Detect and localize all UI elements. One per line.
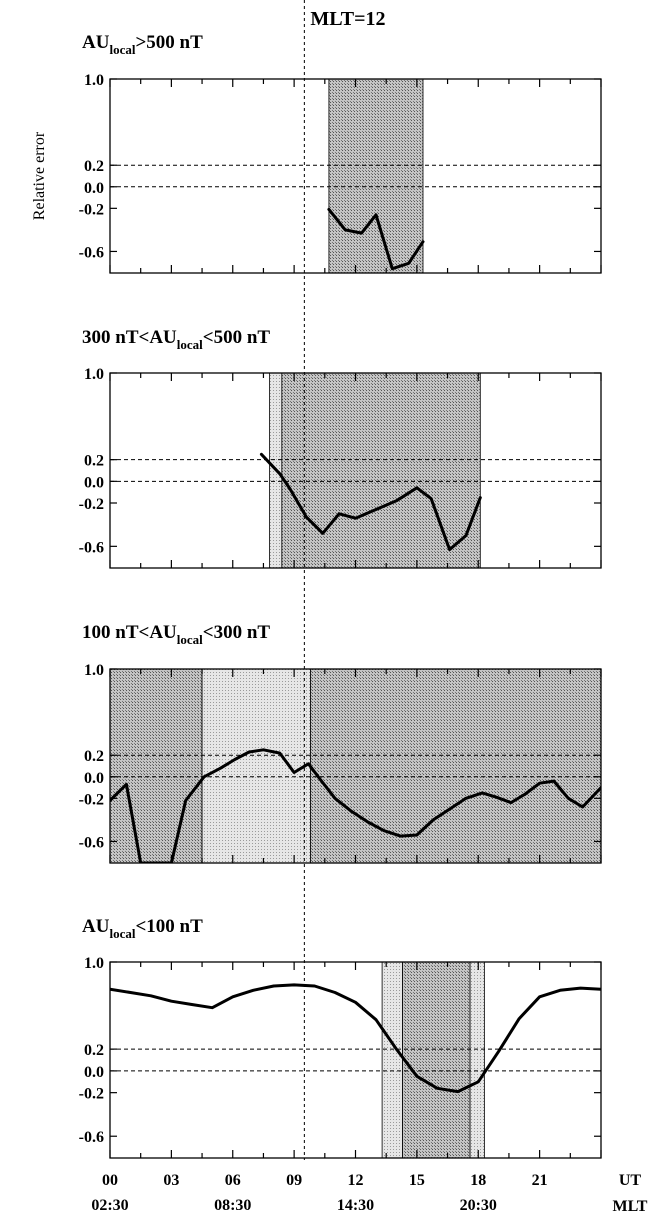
shaded-band-light: [381, 961, 403, 1159]
y-tick-label: 0.0: [84, 180, 104, 197]
panel-title-subscript: local: [109, 926, 135, 941]
ut-tick-label: 09: [286, 1172, 302, 1189]
shaded-band-dark: [328, 78, 424, 274]
ut-tick-label: 00: [102, 1172, 118, 1189]
y-tick-label: 0.2: [84, 748, 104, 765]
y-tick-label: 1.0: [84, 955, 104, 972]
y-tick-label: 0.2: [84, 1042, 104, 1059]
mlt-tick-label: 02:30: [91, 1197, 128, 1214]
ut-axis-label: UT: [619, 1172, 642, 1189]
y-tick-label: 0.0: [84, 770, 104, 787]
shaded-band-light: [469, 961, 485, 1159]
y-tick-label: 1.0: [84, 72, 104, 89]
panel-3: 100 nT<AUlocal<300 nT 1.0 0.2 0.0 -0.2 -0.6: [79, 622, 602, 864]
y-tick-label: 1.0: [84, 366, 104, 383]
y-tick-label: -0.2: [79, 201, 104, 218]
panel-title-post: <300 nT: [203, 622, 271, 643]
y-tick-label: 0.0: [84, 1064, 104, 1081]
mlt-tick-label: 08:30: [214, 1197, 251, 1214]
panel-title-subscript: local: [177, 337, 203, 352]
series-line: [110, 983, 601, 1094]
ut-tick-label: 12: [348, 1172, 364, 1189]
series-line: [259, 452, 482, 552]
panel-4: AUlocal<100 nT 1.0 0.2 0.0 -0.2 -0.6: [79, 916, 602, 1159]
panel-title: 100 nT<AUlocal<300 nT: [82, 622, 270, 647]
ut-tick-label: 03: [163, 1172, 179, 1189]
x-axis-tick-labels: 00 03 06 09 12 15 18 21 02:30 08:30 14:30 20:30: [91, 1172, 547, 1214]
y-axis-label: Relative error: [31, 131, 48, 220]
panel-2: 300 nT<AUlocal<500 nT 1.0 0.2 0.0 -0.2 -0.6: [79, 327, 602, 569]
panel-title-subscript: local: [109, 42, 135, 57]
y-tick-label: 0.0: [84, 474, 104, 491]
panel-title-pre: 300 nT<AU: [82, 327, 177, 348]
panel-title-pre: 100 nT<AU: [82, 622, 177, 643]
mlt-12-marker-label: MLT=12: [310, 8, 385, 30]
panel-title-post: <100 nT: [135, 916, 203, 937]
ut-tick-label: 06: [225, 1172, 241, 1189]
panel-1: AUlocal>500 nT 1.0 0.2 0.0 -0.2 -0.6: [79, 32, 602, 274]
panel-title: AUlocal<100 nT: [82, 916, 203, 941]
y-tick-label: -0.2: [79, 791, 104, 808]
y-tick-label: -0.6: [79, 834, 104, 851]
y-tick-label: -0.2: [79, 496, 104, 513]
y-tick-label: -0.6: [79, 1129, 104, 1146]
panel-title-pre: AU: [82, 916, 110, 937]
panel-title-post: >500 nT: [135, 32, 203, 53]
shaded-band-dark: [281, 372, 481, 569]
shaded-band-light: [201, 668, 311, 864]
plot-frame: [109, 961, 602, 1159]
y-tick-label: 0.2: [84, 158, 104, 175]
mlt-tick-label: 14:30: [337, 1197, 374, 1214]
series-line: [110, 748, 601, 863]
panel-title: AUlocal>500 nT: [82, 32, 203, 57]
mlt-axis-label: MLT: [613, 1198, 648, 1215]
panel-title-post: <500 nT: [203, 327, 271, 348]
panel-title-subscript: local: [177, 632, 203, 647]
panel-title: 300 nT<AUlocal<500 nT: [82, 327, 270, 352]
y-tick-label: 0.2: [84, 453, 104, 470]
series-line: [327, 207, 425, 271]
y-tick-label: -0.6: [79, 539, 104, 556]
mlt-tick-label: 20:30: [460, 1197, 497, 1214]
shaded-band-dark: [310, 668, 602, 864]
y-tick-label: -0.2: [79, 1086, 104, 1103]
y-tick-label: -0.6: [79, 244, 104, 261]
y-tick-label: 1.0: [84, 662, 104, 679]
panel-title-pre: AU: [82, 32, 110, 53]
shaded-band-dark: [109, 668, 203, 864]
ut-tick-label: 21: [532, 1172, 548, 1189]
ut-tick-label: 15: [409, 1172, 425, 1189]
ut-tick-label: 18: [470, 1172, 486, 1189]
shaded-band-dark: [402, 961, 471, 1159]
